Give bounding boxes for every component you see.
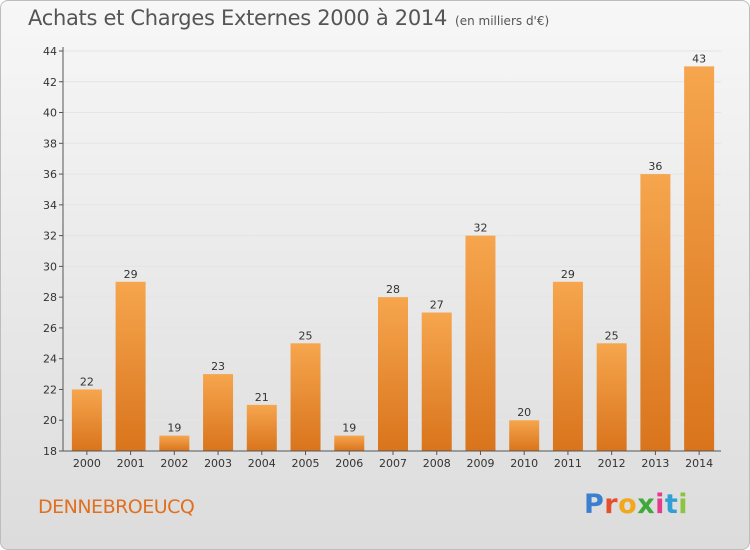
y-tick-label: 44 bbox=[43, 45, 57, 58]
value-label-2010: 20 bbox=[517, 406, 531, 419]
value-label-2006: 19 bbox=[342, 422, 356, 435]
y-tick-label: 22 bbox=[43, 383, 57, 396]
y-tick-label: 36 bbox=[43, 168, 57, 181]
bar-2009 bbox=[465, 235, 496, 451]
x-tick-label-2000: 2000 bbox=[73, 457, 101, 470]
value-label-2004: 21 bbox=[255, 391, 269, 404]
value-label-2009: 32 bbox=[473, 222, 487, 235]
logo-letter: o bbox=[618, 489, 638, 520]
logo-letter: t bbox=[664, 489, 679, 520]
x-tick-label-2012: 2012 bbox=[598, 457, 626, 470]
bar-2000 bbox=[71, 389, 102, 451]
value-label-2013: 36 bbox=[648, 160, 662, 173]
value-label-2014: 43 bbox=[692, 52, 706, 65]
y-tick-label: 20 bbox=[43, 414, 57, 427]
value-label-2005: 25 bbox=[299, 329, 313, 342]
y-tick-label: 18 bbox=[43, 445, 57, 458]
x-tick-label-2010: 2010 bbox=[510, 457, 538, 470]
value-label-2002: 19 bbox=[167, 422, 181, 435]
bar-2012 bbox=[596, 343, 627, 451]
x-tick-label-2006: 2006 bbox=[335, 457, 363, 470]
value-label-2001: 29 bbox=[124, 268, 138, 281]
y-tick-label: 28 bbox=[43, 291, 57, 304]
logo-letter: r bbox=[604, 489, 619, 520]
value-label-2007: 28 bbox=[386, 283, 400, 296]
bar-2013 bbox=[640, 174, 671, 452]
x-tick-label-2004: 2004 bbox=[248, 457, 276, 470]
bar-2007 bbox=[378, 297, 408, 451]
x-tick-label-2009: 2009 bbox=[466, 457, 494, 470]
x-tick-label-2002: 2002 bbox=[160, 457, 188, 470]
bar-2014 bbox=[684, 66, 715, 451]
value-label-2000: 22 bbox=[80, 375, 94, 388]
bar-2002 bbox=[159, 435, 190, 451]
y-tick-label: 30 bbox=[43, 260, 57, 273]
y-tick-label: 26 bbox=[43, 322, 57, 335]
y-tick-label: 32 bbox=[43, 230, 57, 243]
y-tick-label: 40 bbox=[43, 107, 57, 120]
bar-2003 bbox=[203, 374, 234, 451]
value-label-2011: 29 bbox=[561, 268, 575, 281]
y-tick-label: 34 bbox=[43, 199, 57, 212]
value-label-2012: 25 bbox=[605, 329, 619, 342]
x-tick-label-2001: 2001 bbox=[117, 457, 145, 470]
commune-name: DENNEBROEUCQ bbox=[38, 496, 195, 518]
logo-letter: i bbox=[655, 489, 665, 520]
chart-unit: (en milliers d'€) bbox=[455, 14, 550, 28]
x-tick-label-2013: 2013 bbox=[641, 457, 669, 470]
value-label-2003: 23 bbox=[211, 360, 225, 373]
y-tick-label: 42 bbox=[43, 76, 57, 89]
logo-letter: x bbox=[637, 489, 656, 520]
bar-2008 bbox=[421, 312, 452, 451]
logo-letter: P bbox=[584, 489, 605, 520]
y-tick-label: 24 bbox=[43, 353, 57, 366]
value-label-2008: 27 bbox=[430, 299, 444, 312]
bar-2006 bbox=[334, 435, 365, 451]
bar-2001 bbox=[115, 281, 146, 451]
bar-2004 bbox=[246, 404, 277, 451]
x-tick-label-2007: 2007 bbox=[379, 457, 407, 470]
x-tick-label-2011: 2011 bbox=[554, 457, 582, 470]
axis-layer: 18 20 22 24 26 28 30 32 34 36 38 40 42 44 2000 2001 2002… bbox=[43, 45, 721, 470]
bar-2005 bbox=[290, 343, 321, 451]
bar-2011 bbox=[552, 281, 583, 451]
y-tick-label: 38 bbox=[43, 137, 57, 150]
proxiti-logo: Proxiti bbox=[584, 489, 688, 520]
x-tick-label-2008: 2008 bbox=[423, 457, 451, 470]
chart-title: Achats et Charges Externes 2000 à 2014 (e… bbox=[28, 6, 549, 30]
x-tick-label-2003: 2003 bbox=[204, 457, 232, 470]
bar-layer: 22 29 19 23 21 25 19 28 27 32 20 29 25 36 43 bbox=[71, 52, 715, 452]
bar-2010 bbox=[509, 420, 540, 451]
x-tick-label-2005: 2005 bbox=[292, 457, 320, 470]
chart-title-text: Achats et Charges Externes 2000 à 2014 bbox=[28, 6, 448, 30]
logo-letter: i bbox=[678, 489, 689, 520]
x-tick-label-2014: 2014 bbox=[685, 457, 713, 470]
